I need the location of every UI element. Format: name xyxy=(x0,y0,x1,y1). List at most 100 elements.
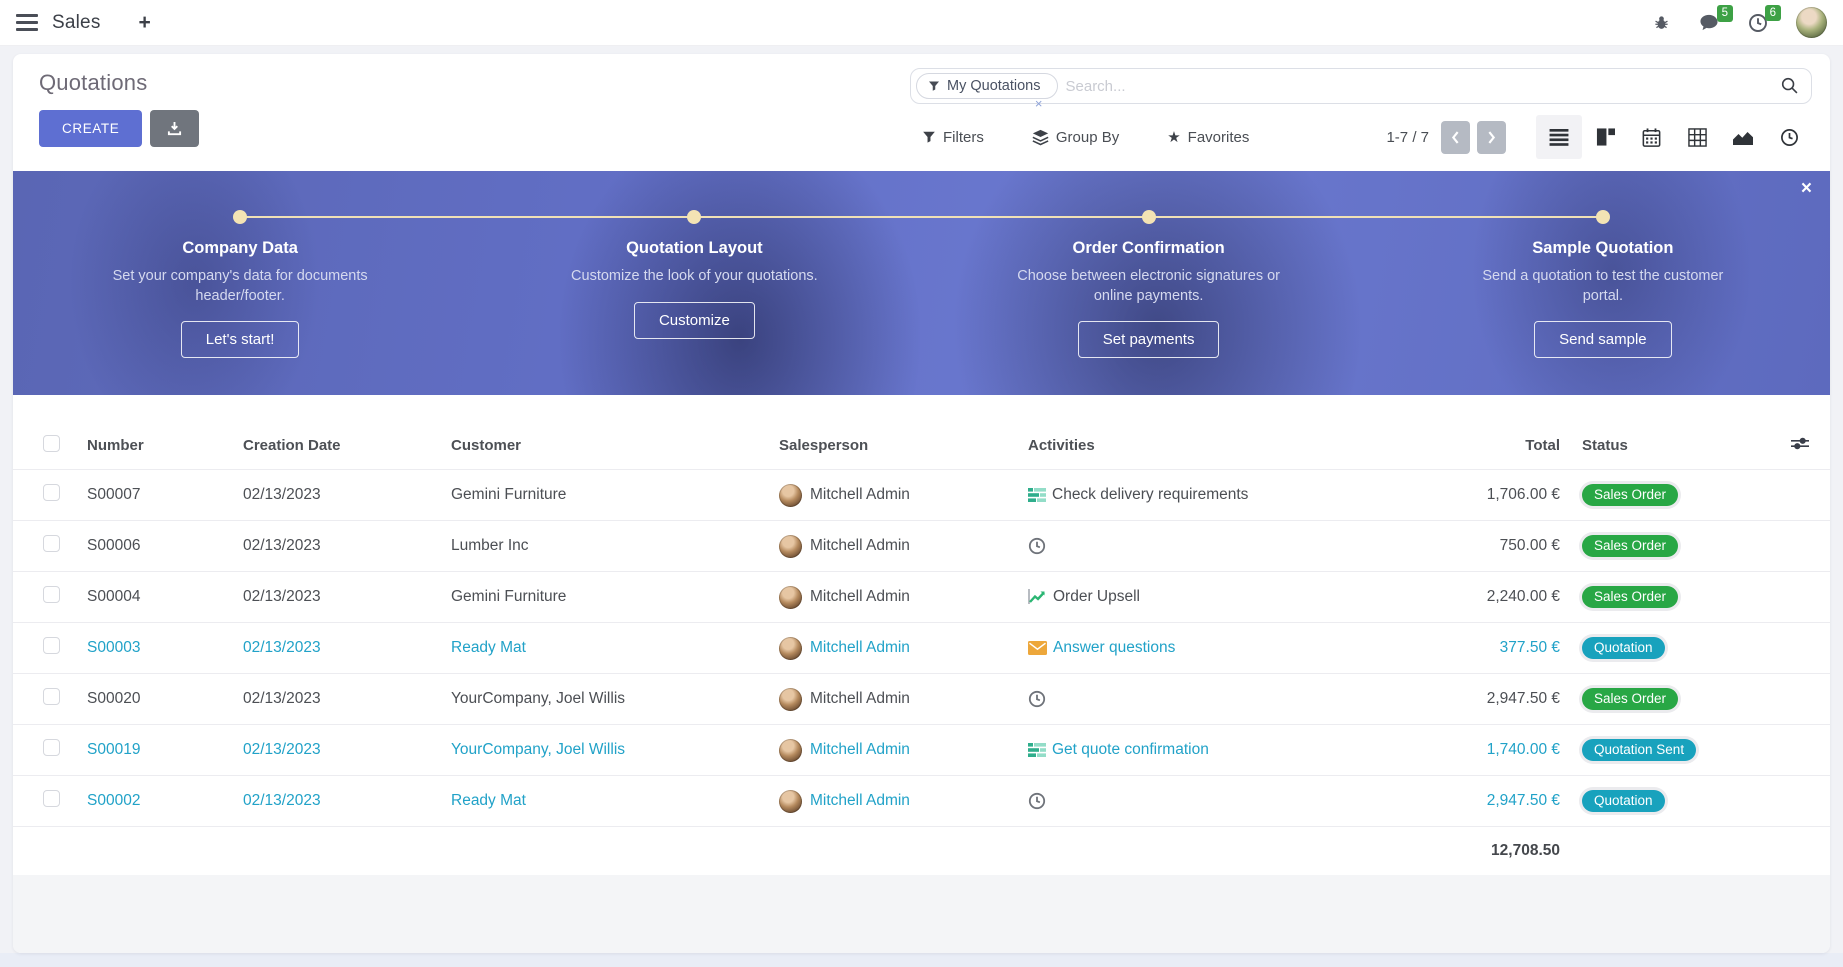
cell-customer[interactable]: Ready Mat xyxy=(451,639,526,656)
row-checkbox[interactable] xyxy=(43,790,60,807)
status-badge[interactable]: Sales Order xyxy=(1582,688,1679,710)
row-checkbox[interactable] xyxy=(43,484,60,501)
cell-number[interactable]: S00004 xyxy=(87,588,141,605)
optional-columns-icon[interactable] xyxy=(1791,437,1809,450)
row-checkbox[interactable] xyxy=(43,586,60,603)
status-badge[interactable]: Sales Order xyxy=(1582,586,1679,608)
lets-start-button[interactable]: Let's start! xyxy=(180,321,300,359)
apps-menu-icon[interactable] xyxy=(16,14,38,31)
cell-salesperson[interactable]: Mitchell Admin xyxy=(810,792,910,809)
status-badge[interactable]: Sales Order xyxy=(1582,535,1679,557)
cell-total[interactable]: 377.50 € xyxy=(1499,639,1560,656)
send-sample-button[interactable]: Send sample xyxy=(1534,321,1672,359)
facet-remove-icon[interactable]: × xyxy=(1034,96,1043,111)
status-badge[interactable]: Quotation xyxy=(1582,790,1665,812)
activity-clock-icon[interactable] xyxy=(1028,690,1046,708)
cell-total[interactable]: 750.00 € xyxy=(1499,537,1560,554)
table-row[interactable]: S00007 02/13/2023 Gemini Furniture Mitch… xyxy=(13,469,1830,520)
column-header-number[interactable]: Number xyxy=(87,436,144,454)
cell-number[interactable]: S00019 xyxy=(87,741,141,758)
cell-salesperson[interactable]: Mitchell Admin xyxy=(810,690,910,707)
new-tab-button[interactable]: + xyxy=(138,10,151,34)
row-checkbox[interactable] xyxy=(43,637,60,654)
group-by-menu[interactable]: Group By xyxy=(1032,129,1119,146)
cell-creation-date[interactable]: 02/13/2023 xyxy=(243,639,321,656)
column-header-activities[interactable]: Activities xyxy=(1028,436,1095,454)
messages-icon[interactable]: 5 xyxy=(1698,5,1733,32)
activities-clock-icon[interactable]: 6 xyxy=(1748,4,1781,33)
list-view-button[interactable] xyxy=(1536,115,1582,159)
column-header-status[interactable]: Status xyxy=(1582,436,1628,454)
activity-label[interactable]: Check delivery requirements xyxy=(1052,486,1249,503)
cell-total[interactable]: 2,947.50 € xyxy=(1486,792,1560,809)
envelope-icon[interactable] xyxy=(1028,641,1047,655)
row-checkbox[interactable] xyxy=(43,535,60,552)
favorites-menu[interactable]: ★ Favorites xyxy=(1167,129,1249,146)
column-header-total[interactable]: Total xyxy=(1525,436,1560,454)
cell-number[interactable]: S00007 xyxy=(87,486,141,503)
app-name[interactable]: Sales xyxy=(52,11,101,33)
column-header-creation-date[interactable]: Creation Date xyxy=(243,436,341,454)
cell-number[interactable]: S00020 xyxy=(87,690,141,707)
search-bar[interactable]: My Quotations × xyxy=(910,68,1812,111)
table-row[interactable]: S00003 02/13/2023 Ready Mat Mitchell Adm… xyxy=(13,622,1830,673)
cell-salesperson[interactable]: Mitchell Admin xyxy=(810,639,910,656)
pager-previous-button[interactable] xyxy=(1441,120,1470,154)
tasks-icon[interactable] xyxy=(1028,487,1046,503)
search-input[interactable] xyxy=(1065,77,1781,95)
cell-total[interactable]: 1,740.00 € xyxy=(1486,741,1560,758)
cell-customer[interactable]: YourCompany, Joel Willis xyxy=(451,741,626,758)
status-badge[interactable]: Quotation xyxy=(1582,637,1665,659)
graph-view-button[interactable] xyxy=(1720,115,1766,159)
row-checkbox[interactable] xyxy=(43,739,60,756)
cell-customer[interactable]: Gemini Furniture xyxy=(451,486,567,503)
user-avatar[interactable] xyxy=(1796,7,1827,38)
status-badge[interactable]: Quotation Sent xyxy=(1582,739,1697,761)
cell-customer[interactable]: YourCompany, Joel Willis xyxy=(451,690,626,707)
tasks-icon[interactable] xyxy=(1028,742,1046,758)
table-row[interactable]: S00020 02/13/2023 YourCompany, Joel Will… xyxy=(13,673,1830,724)
cell-salesperson[interactable]: Mitchell Admin xyxy=(810,588,910,605)
pager-next-button[interactable] xyxy=(1477,120,1506,154)
cell-creation-date[interactable]: 02/13/2023 xyxy=(243,741,321,758)
table-row[interactable]: S00019 02/13/2023 YourCompany, Joel Will… xyxy=(13,724,1830,775)
debug-icon[interactable] xyxy=(1653,14,1670,31)
cell-creation-date[interactable]: 02/13/2023 xyxy=(243,690,321,707)
banner-close-icon[interactable]: × xyxy=(1800,178,1812,199)
cell-salesperson[interactable]: Mitchell Admin xyxy=(810,537,910,554)
table-row[interactable]: S00004 02/13/2023 Gemini Furniture Mitch… xyxy=(13,571,1830,622)
set-payments-button[interactable]: Set payments xyxy=(1077,321,1220,359)
pivot-view-button[interactable] xyxy=(1674,115,1720,159)
cell-total[interactable]: 2,240.00 € xyxy=(1486,588,1560,605)
cell-number[interactable]: S00002 xyxy=(87,792,141,809)
cell-salesperson[interactable]: Mitchell Admin xyxy=(810,741,910,758)
status-badge[interactable]: Sales Order xyxy=(1582,484,1679,506)
cell-number[interactable]: S00006 xyxy=(87,537,141,554)
row-checkbox[interactable] xyxy=(43,688,60,705)
cell-customer[interactable]: Ready Mat xyxy=(451,792,526,809)
column-header-salesperson[interactable]: Salesperson xyxy=(779,436,869,454)
activity-view-button[interactable] xyxy=(1766,115,1812,159)
export-button[interactable] xyxy=(150,110,200,147)
cell-number[interactable]: S00003 xyxy=(87,639,141,656)
cell-total[interactable]: 2,947.50 € xyxy=(1486,690,1560,707)
column-header-customer[interactable]: Customer xyxy=(451,436,522,454)
activity-label[interactable]: Order Upsell xyxy=(1053,588,1140,605)
customize-button[interactable]: Customize xyxy=(633,301,755,339)
cell-customer[interactable]: Lumber Inc xyxy=(451,537,529,554)
cell-creation-date[interactable]: 02/13/2023 xyxy=(243,588,321,605)
filters-menu[interactable]: Filters xyxy=(922,129,984,146)
cell-creation-date[interactable]: 02/13/2023 xyxy=(243,537,321,554)
table-row[interactable]: S00002 02/13/2023 Ready Mat Mitchell Adm… xyxy=(13,775,1830,826)
chart-line-icon[interactable] xyxy=(1028,589,1047,605)
activity-label[interactable]: Get quote confirmation xyxy=(1052,741,1209,758)
calendar-view-button[interactable] xyxy=(1628,115,1674,159)
search-facet-my-quotations[interactable]: My Quotations × xyxy=(916,73,1058,111)
activity-clock-icon[interactable] xyxy=(1028,537,1046,555)
activity-clock-icon[interactable] xyxy=(1028,792,1046,810)
activity-label[interactable]: Answer questions xyxy=(1053,639,1176,656)
cell-creation-date[interactable]: 02/13/2023 xyxy=(243,486,321,503)
cell-creation-date[interactable]: 02/13/2023 xyxy=(243,792,321,809)
table-row[interactable]: S00006 02/13/2023 Lumber Inc Mitchell Ad… xyxy=(13,520,1830,571)
create-button[interactable]: CREATE xyxy=(39,110,143,147)
